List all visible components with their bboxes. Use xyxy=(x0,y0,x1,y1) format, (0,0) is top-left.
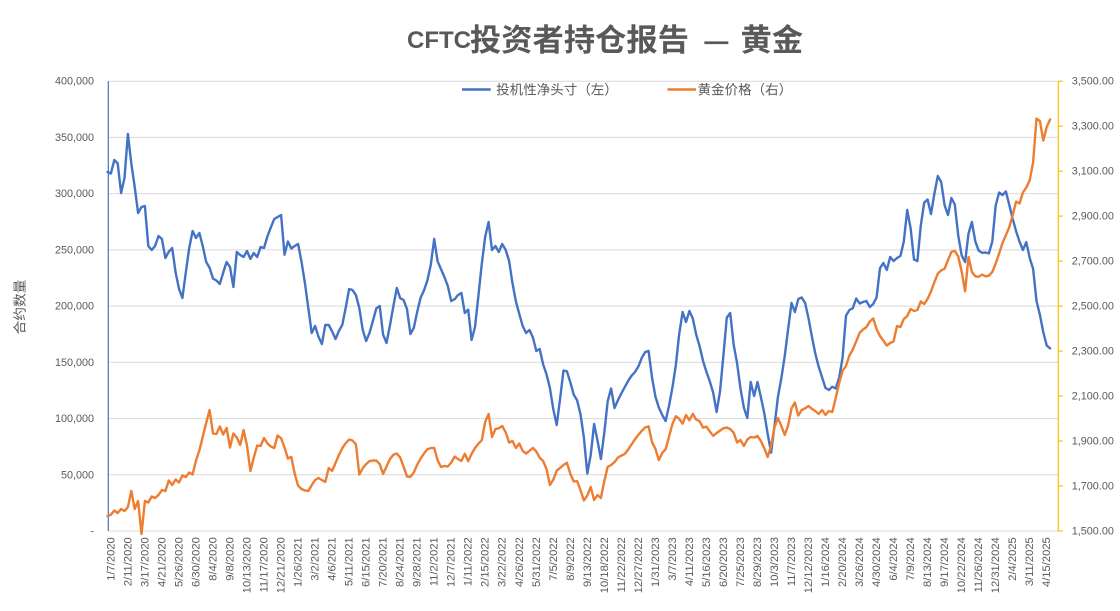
svg-text:5/16/2023: 5/16/2023 xyxy=(701,537,713,587)
svg-text:11/2/2021: 11/2/2021 xyxy=(429,537,441,586)
svg-text:7/9/2024: 7/9/2024 xyxy=(905,537,917,581)
svg-text:6/30/2020: 6/30/2020 xyxy=(191,537,203,587)
svg-text:12/31/2024: 12/31/2024 xyxy=(990,537,1002,593)
svg-text:12/12/2023: 12/12/2023 xyxy=(803,537,815,593)
svg-text:10/18/2022: 10/18/2022 xyxy=(599,537,611,593)
svg-text:8/29/2023: 8/29/2023 xyxy=(752,537,764,587)
svg-text:8/13/2024: 8/13/2024 xyxy=(922,537,934,587)
svg-text:3/17/2020: 3/17/2020 xyxy=(139,537,151,587)
svg-text:3/2/2021: 3/2/2021 xyxy=(310,537,322,581)
svg-text:400,000: 400,000 xyxy=(55,76,94,88)
svg-text:7/25/2023: 7/25/2023 xyxy=(735,537,747,587)
svg-text:11/17/2020: 11/17/2020 xyxy=(259,537,271,592)
svg-text:1/11/2022: 1/11/2022 xyxy=(463,537,475,586)
svg-text:3/7/2023: 3/7/2023 xyxy=(667,537,679,581)
svg-text:1,900.00: 1,900.00 xyxy=(1072,436,1114,448)
svg-text:10/13/2020: 10/13/2020 xyxy=(242,537,254,593)
svg-text:4/15/2025: 4/15/2025 xyxy=(1041,537,1053,587)
svg-text:7/5/2022: 7/5/2022 xyxy=(548,537,560,581)
svg-text:4/26/2022: 4/26/2022 xyxy=(514,537,526,587)
svg-text:2/4/2025: 2/4/2025 xyxy=(1007,537,1019,581)
svg-text:1/7/2020: 1/7/2020 xyxy=(105,537,117,581)
svg-text:1/31/2023: 1/31/2023 xyxy=(650,537,662,587)
svg-text:4/30/2024: 4/30/2024 xyxy=(871,537,883,587)
svg-text:350,000: 350,000 xyxy=(55,132,94,144)
svg-text:1/26/2021: 1/26/2021 xyxy=(293,537,305,587)
svg-text:6/4/2024: 6/4/2024 xyxy=(888,537,900,581)
svg-text:2,700.00: 2,700.00 xyxy=(1072,256,1114,268)
svg-text:3,100.00: 3,100.00 xyxy=(1072,166,1114,178)
svg-text:11/22/2022: 11/22/2022 xyxy=(616,537,628,592)
svg-text:1,700.00: 1,700.00 xyxy=(1072,481,1114,493)
svg-text:5/31/2022: 5/31/2022 xyxy=(531,537,543,587)
svg-text:12/21/2020: 12/21/2020 xyxy=(276,537,288,593)
svg-text:7/20/2021: 7/20/2021 xyxy=(378,537,390,587)
svg-text:2/20/2024: 2/20/2024 xyxy=(837,537,849,587)
svg-text:9/13/2022: 9/13/2022 xyxy=(582,537,594,587)
svg-text:4/11/2023: 4/11/2023 xyxy=(684,537,696,586)
svg-text:12/27/2022: 12/27/2022 xyxy=(633,537,645,593)
svg-text:10/22/2024: 10/22/2024 xyxy=(956,537,968,593)
svg-text:4/6/2021: 4/6/2021 xyxy=(327,537,339,581)
svg-text:8/4/2020: 8/4/2020 xyxy=(208,537,220,581)
svg-text:-: - xyxy=(90,526,94,538)
svg-text:11/7/2023: 11/7/2023 xyxy=(786,537,798,586)
svg-text:2/15/2022: 2/15/2022 xyxy=(480,537,492,587)
svg-text:8/9/2022: 8/9/2022 xyxy=(565,537,577,581)
svg-text:9/28/2021: 9/28/2021 xyxy=(412,537,424,587)
svg-text:3/11/2025: 3/11/2025 xyxy=(1024,537,1036,586)
svg-text:300,000: 300,000 xyxy=(55,188,94,200)
svg-text:2/11/2020: 2/11/2020 xyxy=(122,537,134,586)
svg-text:3/26/2024: 3/26/2024 xyxy=(854,537,866,587)
svg-text:200,000: 200,000 xyxy=(55,301,94,313)
svg-text:100,000: 100,000 xyxy=(55,413,94,425)
svg-text:1/16/2024: 1/16/2024 xyxy=(820,537,832,587)
svg-text:3/22/2022: 3/22/2022 xyxy=(497,537,509,587)
svg-text:1,500.00: 1,500.00 xyxy=(1072,526,1114,538)
svg-text:3,300.00: 3,300.00 xyxy=(1072,121,1114,133)
svg-text:6/20/2023: 6/20/2023 xyxy=(718,537,730,587)
svg-text:2,300.00: 2,300.00 xyxy=(1072,346,1114,358)
svg-text:12/7/2021: 12/7/2021 xyxy=(446,537,458,587)
svg-text:5/11/2021: 5/11/2021 xyxy=(344,537,356,586)
svg-text:6/15/2021: 6/15/2021 xyxy=(361,537,373,587)
svg-text:2,100.00: 2,100.00 xyxy=(1072,391,1114,403)
svg-text:11/26/2024: 11/26/2024 xyxy=(973,537,985,592)
svg-text:10/3/2023: 10/3/2023 xyxy=(769,537,781,587)
svg-text:5/26/2020: 5/26/2020 xyxy=(174,537,186,587)
svg-text:4/21/2020: 4/21/2020 xyxy=(156,537,168,587)
svg-text:3,500.00: 3,500.00 xyxy=(1072,76,1114,88)
svg-text:150,000: 150,000 xyxy=(55,357,94,369)
svg-text:9/8/2020: 9/8/2020 xyxy=(225,537,237,581)
svg-text:250,000: 250,000 xyxy=(55,244,94,256)
svg-text:8/24/2021: 8/24/2021 xyxy=(395,537,407,587)
svg-text:50,000: 50,000 xyxy=(61,469,94,481)
svg-text:CFTC: CFTC xyxy=(407,27,471,54)
svg-text:2,500.00: 2,500.00 xyxy=(1072,301,1114,313)
svg-text:9/17/2024: 9/17/2024 xyxy=(939,537,951,587)
svg-text:2,900.00: 2,900.00 xyxy=(1072,211,1114,223)
